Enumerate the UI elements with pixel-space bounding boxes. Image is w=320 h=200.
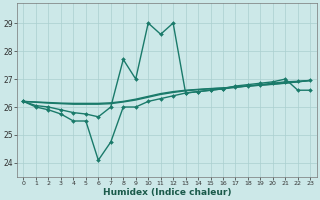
X-axis label: Humidex (Indice chaleur): Humidex (Indice chaleur) bbox=[103, 188, 231, 197]
